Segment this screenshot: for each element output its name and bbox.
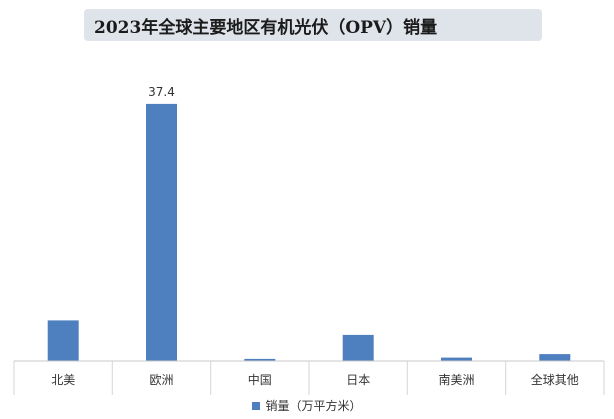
data-label-2: 37.4 <box>148 85 175 99</box>
x-tick-label-1: 北美 <box>51 373 75 387</box>
bar-6 <box>539 354 571 361</box>
x-tick-label-4: 日本 <box>346 373 370 387</box>
legend-swatch <box>252 401 261 410</box>
bar-4 <box>342 334 374 361</box>
bar-5 <box>441 357 472 361</box>
bar-3 <box>244 358 276 361</box>
x-tick-label-3: 中国 <box>248 372 272 387</box>
chart-title-bar: 2023年全球主要地区有机光伏（OPV）销量 <box>84 9 542 41</box>
bar-1 <box>47 320 79 361</box>
x-tick-label-5: 南美洲 <box>438 372 474 387</box>
x-tick-label-6: 全球其他 <box>531 372 579 387</box>
chart-title: 2023年全球主要地区有机光伏（OPV）销量 <box>94 17 438 38</box>
legend-label: 销量（万平方米） <box>265 399 362 413</box>
x-tick-label-2: 欧洲 <box>149 373 173 387</box>
bar-2 <box>146 103 177 362</box>
chart-legend: 销量（万平方米） <box>0 397 614 414</box>
